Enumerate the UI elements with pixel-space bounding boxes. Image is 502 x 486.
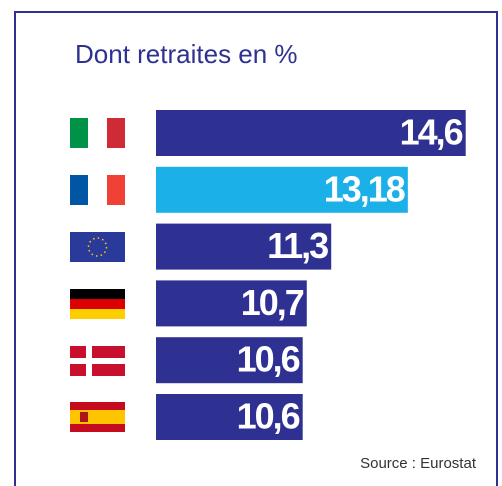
chart-title: Dont retraites en % — [75, 39, 298, 69]
source: Source : Eurostat — [360, 455, 477, 472]
flag-spain — [70, 402, 125, 432]
bar — [156, 394, 303, 440]
flag-france — [70, 175, 125, 205]
flag-germany — [70, 289, 125, 319]
flag-italy — [70, 118, 125, 148]
flag-eu — [70, 232, 125, 262]
value-label: 10,6 — [237, 339, 300, 380]
bar — [156, 223, 332, 270]
flag-denmark — [70, 346, 125, 376]
value-label: 14,6 — [400, 112, 463, 153]
value-label: 11,3 — [267, 225, 328, 266]
bar — [156, 337, 303, 384]
bar — [156, 166, 408, 213]
value-label: 10,7 — [241, 282, 304, 323]
value-label: 10,6 — [237, 396, 300, 437]
bar — [156, 110, 466, 156]
bar — [156, 280, 307, 327]
value-label: 13,18 — [324, 168, 405, 209]
frame — [14, 11, 498, 486]
